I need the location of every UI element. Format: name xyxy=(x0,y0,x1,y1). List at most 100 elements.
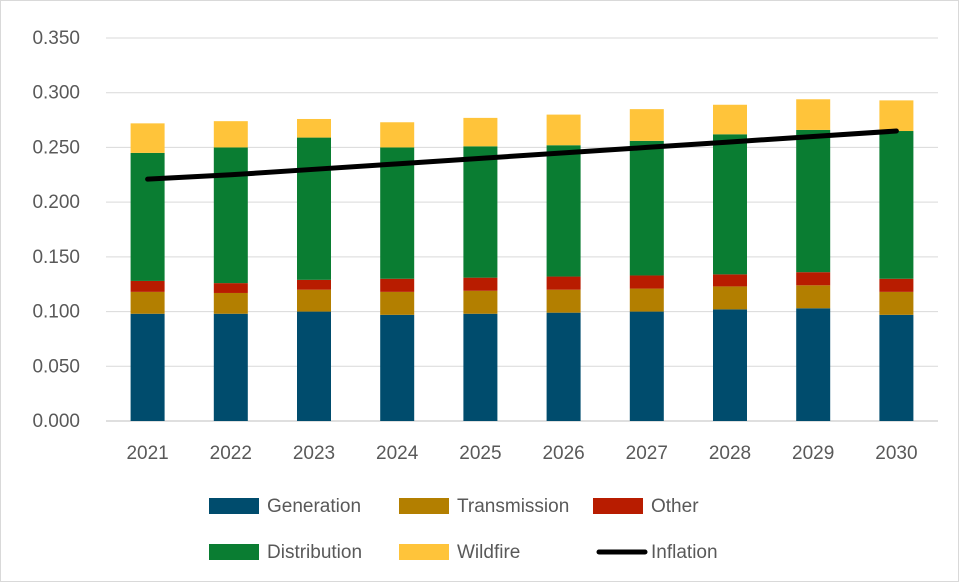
x-tick-label: 2021 xyxy=(126,443,168,464)
bar-transmission-2027 xyxy=(629,288,664,312)
legend-label: Generation xyxy=(267,496,361,517)
legend-label: Other xyxy=(651,496,699,517)
legend-item-generation: Generation xyxy=(209,496,361,517)
x-tick-label: 2028 xyxy=(709,443,751,464)
bar-generation-2030 xyxy=(879,314,914,421)
bar-distribution-2029 xyxy=(796,129,831,273)
bar-wildfire-2021 xyxy=(130,123,165,153)
bar-distribution-2022 xyxy=(213,147,248,284)
inflation-line xyxy=(145,128,899,182)
y-tick-label: 0.150 xyxy=(32,247,80,268)
bar-other-2023 xyxy=(297,279,331,290)
bar-distribution-2025 xyxy=(463,146,498,278)
x-tick-label: 2030 xyxy=(875,443,917,464)
y-axis: 0.000 0.050 0.100 0.150 0.200 0.250 0.300 0.350 xyxy=(32,28,80,432)
bar-stack-2026 xyxy=(546,114,581,421)
bar-transmission-2022 xyxy=(213,292,248,314)
bar-stack-2028 xyxy=(713,104,747,421)
y-tick-label: 0.050 xyxy=(32,356,80,377)
x-tick-label: 2025 xyxy=(459,443,501,464)
x-axis: 2021 2022 2023 2024 2025 2026 2027 2028 2029 2030 xyxy=(126,443,917,464)
bar-other-2024 xyxy=(380,278,415,292)
bar-other-2025 xyxy=(463,277,498,291)
bar-other-2026 xyxy=(546,276,581,290)
bar-stack-2023 xyxy=(297,118,331,421)
bar-generation-2027 xyxy=(629,311,664,421)
legend-item-wildfire: Wildfire xyxy=(399,542,520,563)
bar-transmission-2026 xyxy=(546,289,581,313)
bar-generation-2028 xyxy=(713,309,747,421)
bar-distribution-2021 xyxy=(130,152,165,281)
bar-transmission-2024 xyxy=(380,291,415,315)
legend-swatch-wildfire xyxy=(399,544,449,560)
bar-stack-2025 xyxy=(463,117,498,421)
legend-item-inflation: Inflation xyxy=(596,542,718,563)
bar-distribution-2024 xyxy=(380,147,415,279)
y-tick-label: 0.250 xyxy=(32,137,80,158)
y-tick-label: 0.200 xyxy=(32,192,80,213)
bar-other-2021 xyxy=(130,280,165,292)
bar-generation-2024 xyxy=(380,314,415,421)
legend-label: Transmission xyxy=(457,496,569,517)
bar-transmission-2021 xyxy=(130,291,165,314)
y-tick-label: 0.000 xyxy=(32,411,80,432)
legend: Generation Transmission Other Distribution W… xyxy=(209,496,718,563)
x-tick-label: 2023 xyxy=(293,443,335,464)
legend-label: Distribution xyxy=(267,542,362,563)
y-tick-label: 0.100 xyxy=(32,302,80,323)
y-tick-label: 0.350 xyxy=(32,28,80,49)
x-tick-label: 2027 xyxy=(626,443,668,464)
bar-distribution-2027 xyxy=(629,140,664,276)
bar-transmission-2029 xyxy=(796,285,831,309)
bar-generation-2026 xyxy=(546,312,581,421)
bar-stack-2029 xyxy=(796,99,831,421)
x-tick-label: 2029 xyxy=(792,443,834,464)
bar-stack-2027 xyxy=(629,109,664,421)
bar-distribution-2028 xyxy=(713,134,747,275)
bar-stack-2024 xyxy=(380,122,415,421)
bar-generation-2025 xyxy=(463,313,498,421)
bar-generation-2022 xyxy=(213,313,248,421)
x-tick-label: 2022 xyxy=(210,443,252,464)
bar-other-2022 xyxy=(213,283,248,293)
bar-generation-2023 xyxy=(297,311,331,421)
x-tick-label: 2024 xyxy=(376,443,419,464)
bar-transmission-2023 xyxy=(297,289,331,312)
bar-generation-2029 xyxy=(796,308,831,421)
bar-wildfire-2030 xyxy=(879,100,914,132)
bar-wildfire-2029 xyxy=(796,99,831,130)
bar-generation-2021 xyxy=(130,313,165,421)
bar-other-2027 xyxy=(629,275,664,289)
bar-stack-2030 xyxy=(879,100,914,421)
y-tick-label: 0.300 xyxy=(32,83,80,104)
bar-wildfire-2024 xyxy=(380,122,415,148)
bar-transmission-2025 xyxy=(463,290,498,314)
bar-wildfire-2027 xyxy=(629,109,664,141)
x-tick-label: 2026 xyxy=(542,443,584,464)
bar-distribution-2023 xyxy=(297,137,331,280)
legend-item-other: Other xyxy=(593,496,699,517)
bar-distribution-2026 xyxy=(546,145,581,277)
bars xyxy=(130,99,914,421)
legend-swatch-other xyxy=(593,498,643,514)
bar-wildfire-2028 xyxy=(713,104,747,135)
bar-transmission-2030 xyxy=(879,291,914,315)
legend-swatch-distribution xyxy=(209,544,259,560)
bar-other-2029 xyxy=(796,272,831,286)
legend-label: Wildfire xyxy=(457,542,520,563)
legend-swatch-transmission xyxy=(399,498,449,514)
bar-transmission-2028 xyxy=(713,286,747,310)
bar-other-2030 xyxy=(879,278,914,292)
legend-item-distribution: Distribution xyxy=(209,542,362,563)
legend-label: Inflation xyxy=(651,542,718,563)
bar-wildfire-2022 xyxy=(213,121,248,148)
bar-stack-2021 xyxy=(130,123,165,421)
legend-item-transmission: Transmission xyxy=(399,496,569,517)
legend-swatch-generation xyxy=(209,498,259,514)
bar-wildfire-2026 xyxy=(546,114,581,146)
bar-wildfire-2025 xyxy=(463,117,498,147)
inflation-line-layer xyxy=(145,128,899,182)
bar-other-2028 xyxy=(713,274,747,287)
